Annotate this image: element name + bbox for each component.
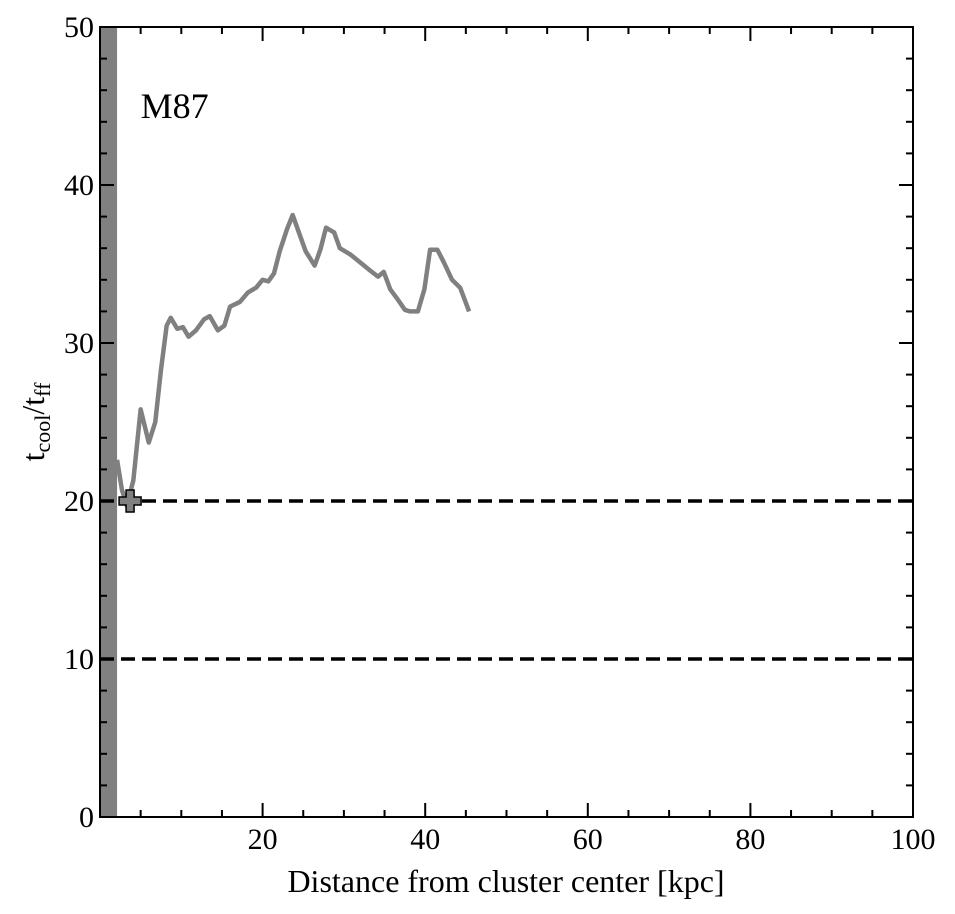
x-tick-label: 20 bbox=[248, 823, 278, 856]
y-tick-label: 50 bbox=[64, 11, 94, 44]
y-axis-label-part: ff bbox=[30, 382, 55, 397]
y-axis-label-part: cool bbox=[30, 415, 55, 453]
marker bbox=[118, 489, 142, 513]
x-axis-label: Distance from cluster center [kpc] bbox=[287, 863, 724, 899]
x-tick-label: 60 bbox=[573, 823, 603, 856]
y-axis-label: tcool/tff bbox=[15, 382, 55, 461]
y-tick-label: 20 bbox=[64, 485, 94, 518]
shaded-region bbox=[100, 27, 118, 817]
plot-frame bbox=[99, 26, 914, 818]
y-tick-label: 30 bbox=[64, 327, 94, 360]
x-tick-label: 80 bbox=[735, 823, 765, 856]
y-axis-label-part: t bbox=[15, 452, 51, 461]
data-line bbox=[114, 212, 472, 508]
x-tick-label: 40 bbox=[410, 823, 440, 856]
y-axis-label-part: /t bbox=[15, 397, 51, 415]
y-tick-label: 0 bbox=[79, 801, 94, 834]
x-tick-label: 100 bbox=[891, 823, 936, 856]
annotation: M87 bbox=[141, 86, 209, 126]
y-tick-label: 40 bbox=[64, 169, 94, 202]
y-tick-label: 10 bbox=[64, 643, 94, 676]
